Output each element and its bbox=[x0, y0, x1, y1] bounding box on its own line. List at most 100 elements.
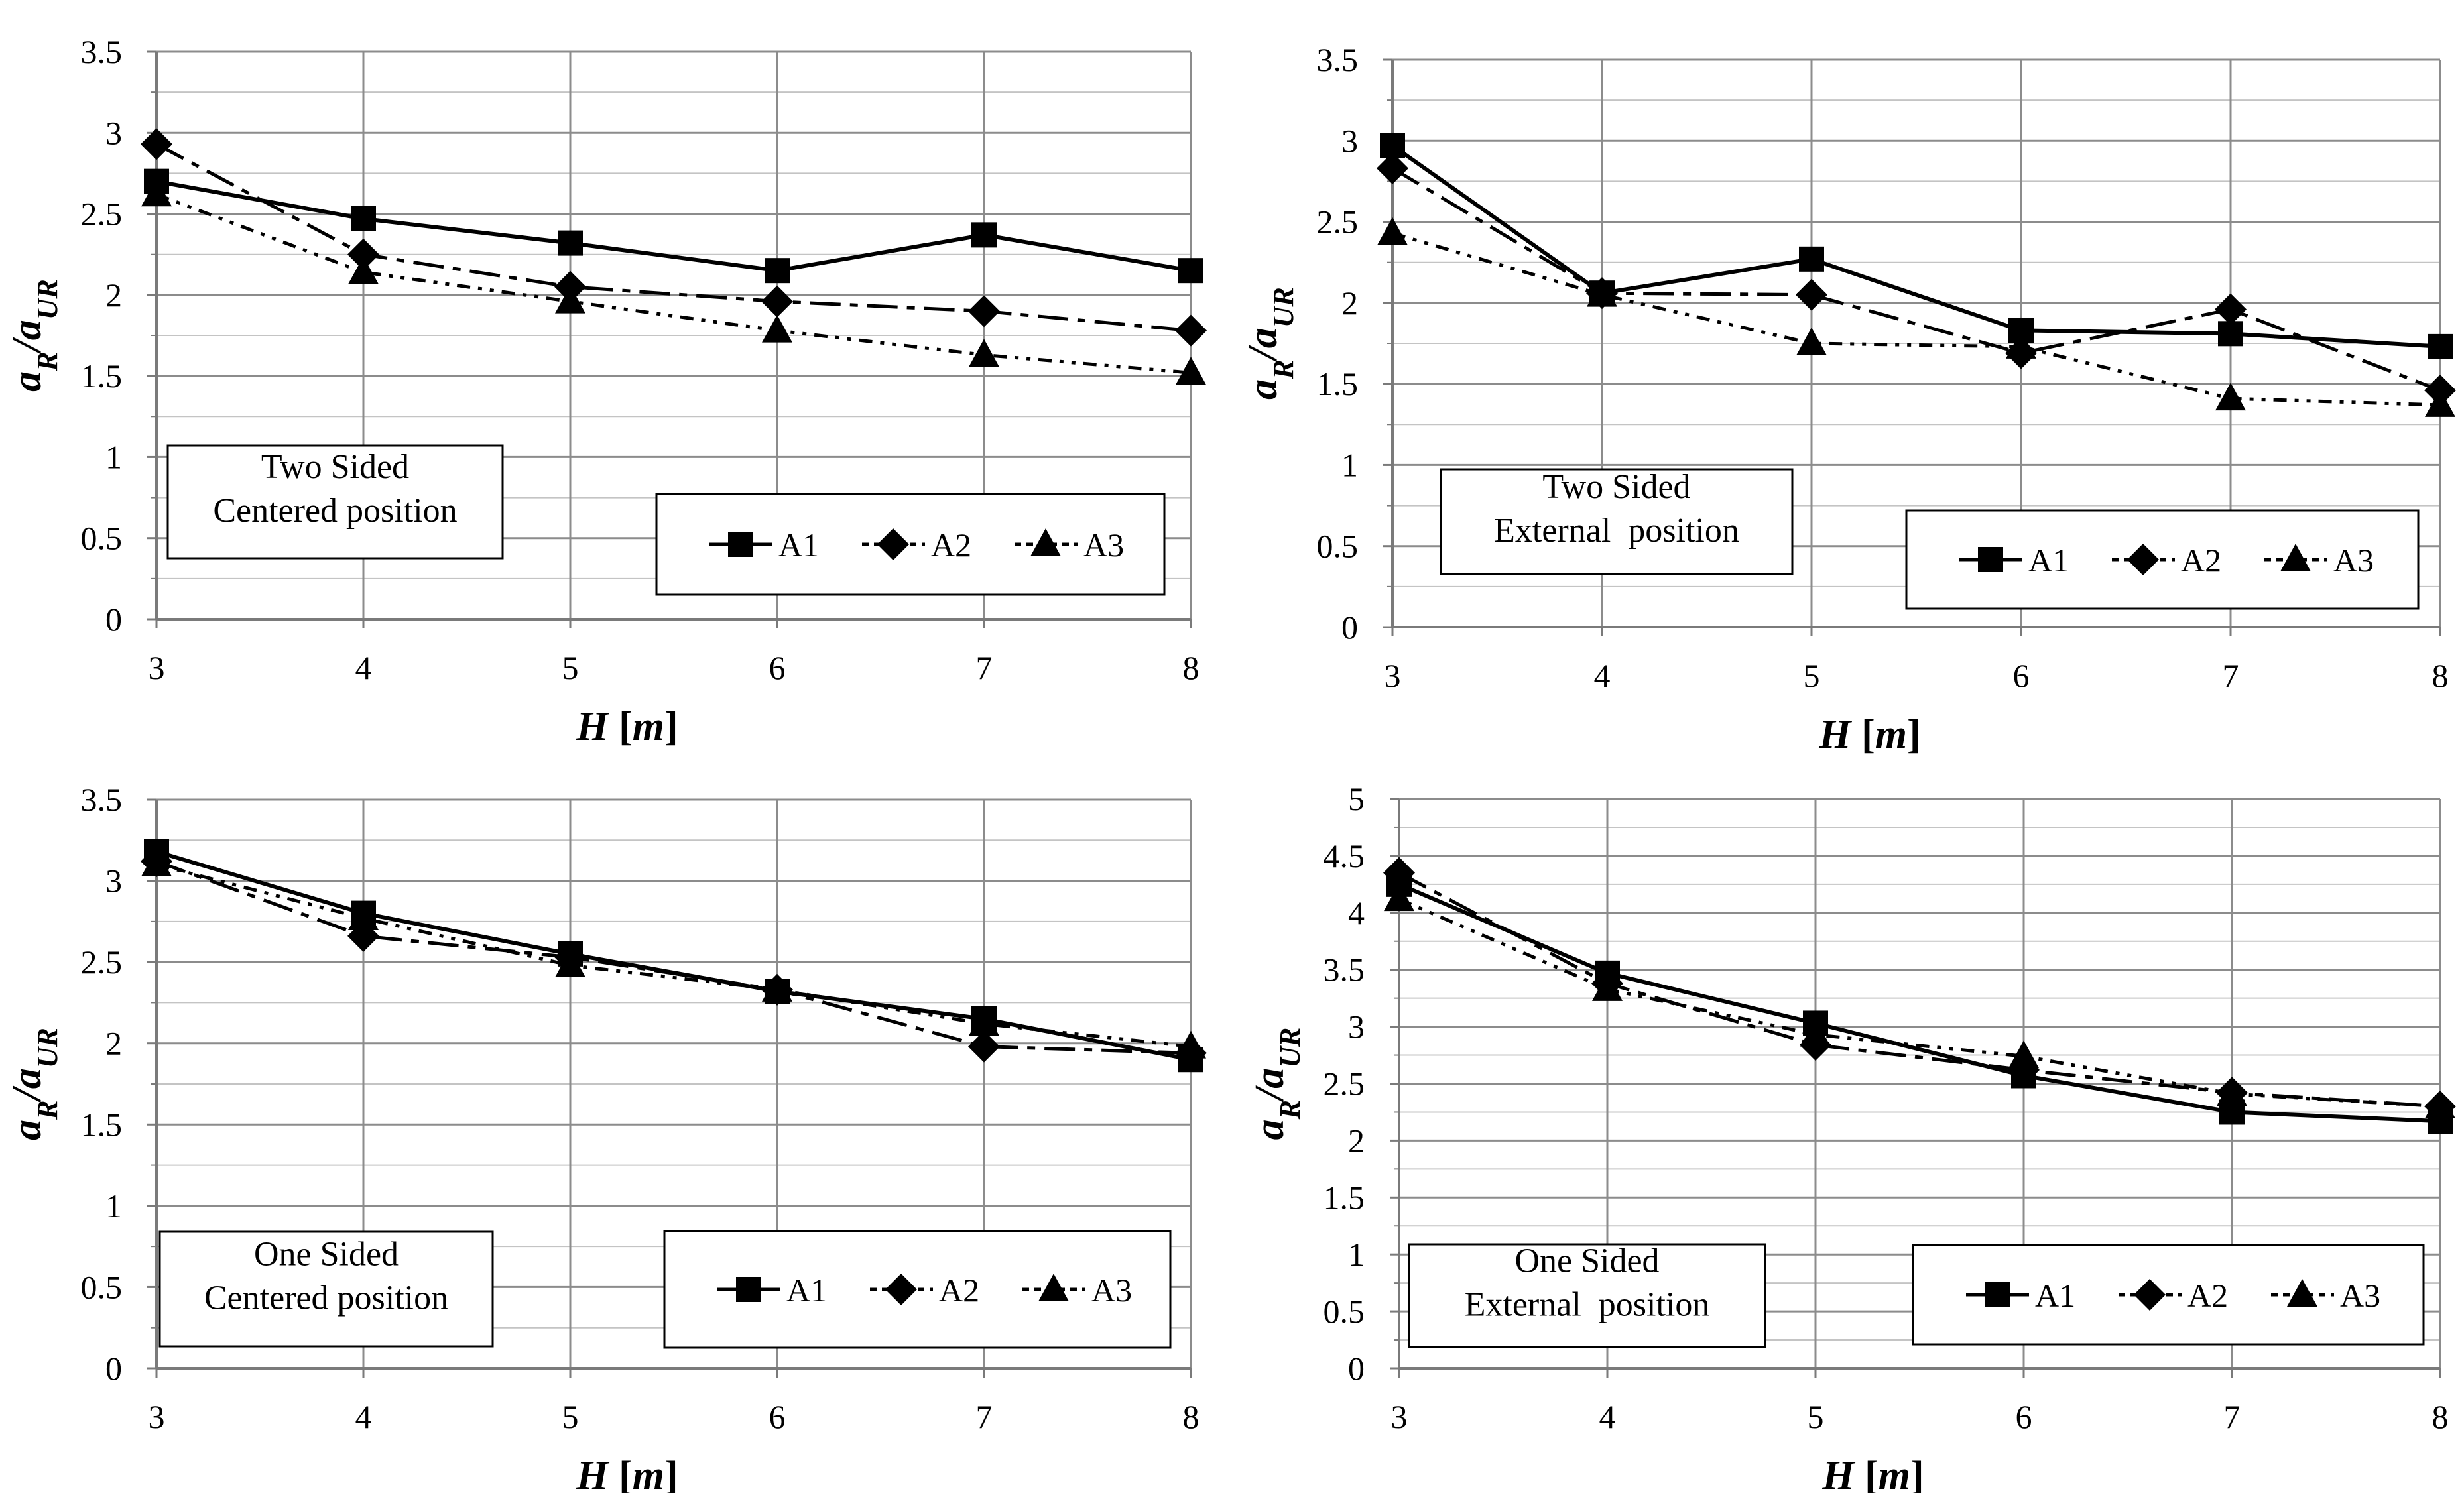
data-point-a3 bbox=[141, 178, 172, 207]
y-tick-label: 1 bbox=[1348, 1236, 1365, 1273]
legend: A1 A2 A3 bbox=[655, 493, 1166, 596]
series-line-a2 bbox=[1398, 871, 2441, 1108]
data-point-a3 bbox=[2425, 388, 2455, 417]
legend-marker-a3 bbox=[1038, 1274, 1069, 1301]
y-tick-label: 3.5 bbox=[1324, 951, 1365, 988]
data-point-a3 bbox=[348, 902, 379, 930]
y-tick-label: 3.5 bbox=[1317, 41, 1359, 78]
data-point-a1 bbox=[2428, 333, 2453, 359]
data-point-a3 bbox=[141, 849, 172, 877]
y-tick-label: 2 bbox=[1348, 1122, 1365, 1159]
y-tick-label: 0.5 bbox=[1317, 528, 1359, 565]
y-tick-label: 2 bbox=[1341, 284, 1358, 322]
data-point-a3 bbox=[1377, 217, 1408, 245]
y-tick-label: 3 bbox=[105, 114, 122, 151]
series-line-a3 bbox=[1398, 897, 2441, 1108]
annotation-text: Centered position bbox=[204, 1280, 448, 1317]
x-tick-label: 5 bbox=[1804, 657, 1820, 694]
data-point-a3 bbox=[1800, 1018, 1831, 1047]
y-tick-label: 1.5 bbox=[1317, 365, 1359, 402]
y-tick-label: 4.5 bbox=[1324, 837, 1365, 874]
y-tick-label: 3.5 bbox=[81, 781, 123, 818]
legend: A1 A2 A3 bbox=[1912, 1244, 2425, 1346]
legend-label-a1: A1 bbox=[786, 1272, 827, 1309]
x-tick-label: 6 bbox=[2016, 1398, 2032, 1435]
x-tick-label: 3 bbox=[1385, 657, 1401, 694]
y-tick-label: 2.5 bbox=[1324, 1065, 1365, 1103]
data-point-a2 bbox=[761, 285, 793, 318]
legend-marker-a1 bbox=[728, 532, 753, 557]
legend-marker-a3 bbox=[2280, 544, 2311, 571]
data-point-a2 bbox=[141, 128, 172, 160]
x-tick-label: 6 bbox=[2013, 657, 2030, 694]
x-tick-label: 5 bbox=[562, 649, 579, 686]
y-axis-title: aR/aUR bbox=[1247, 1028, 1306, 1140]
y-tick-label: 3.5 bbox=[81, 33, 123, 70]
y-axis-title: aR/aUR bbox=[5, 1028, 64, 1140]
series-line-a1 bbox=[1391, 144, 2441, 349]
data-point-a3 bbox=[348, 256, 379, 284]
data-point-a2 bbox=[1175, 314, 1207, 347]
data-point-a3 bbox=[1592, 973, 1623, 1001]
data-point-a3 bbox=[969, 1008, 999, 1036]
y-tick-label: 1 bbox=[105, 1187, 122, 1224]
y-tick-label: 3 bbox=[1348, 1008, 1365, 1045]
data-point-a2 bbox=[1377, 152, 1408, 184]
y-tick-label: 1 bbox=[1341, 446, 1358, 483]
x-axis-title: H [m] bbox=[1821, 1453, 1924, 1493]
x-tick-label: 7 bbox=[976, 1398, 993, 1435]
data-point-a3 bbox=[1796, 328, 1827, 355]
x-tick-label: 3 bbox=[1391, 1398, 1408, 1435]
data-point-a2 bbox=[968, 295, 1000, 328]
data-point-a2 bbox=[1796, 278, 1827, 311]
series-line-a1 bbox=[1398, 882, 2441, 1124]
y-tick-label: 1.5 bbox=[1324, 1179, 1365, 1216]
x-tick-label: 7 bbox=[976, 649, 993, 686]
legend-label-a1: A1 bbox=[778, 526, 819, 564]
data-point-a3 bbox=[2217, 1077, 2247, 1106]
y-tick-label: 5 bbox=[1348, 780, 1365, 817]
x-tick-label: 4 bbox=[1599, 1398, 1616, 1435]
legend-label-a3: A3 bbox=[2340, 1277, 2380, 1314]
y-axis-title: aR/aUR bbox=[5, 279, 64, 392]
data-point-a2 bbox=[2215, 293, 2247, 326]
x-tick-label: 4 bbox=[355, 1398, 372, 1435]
data-point-a3 bbox=[762, 973, 792, 1002]
y-tick-label: 2.5 bbox=[81, 943, 123, 981]
y-tick-label: 4 bbox=[1348, 894, 1365, 931]
annotation-text: Two Sided bbox=[261, 448, 409, 486]
data-point-a1 bbox=[971, 222, 997, 248]
legend-label-a1: A1 bbox=[2028, 542, 2069, 579]
x-tick-label: 3 bbox=[149, 649, 165, 686]
annotation-text: External position bbox=[1465, 1286, 1710, 1324]
y-tick-label: 2 bbox=[105, 1025, 122, 1062]
annotation-text: External position bbox=[1494, 512, 1739, 550]
data-point-a3 bbox=[555, 949, 585, 978]
chart-4: 0 0.5 1 1.5 2 2.5 3 3.5 4 4.5 5 3 4 5 6 7 8 H [m] aR/aUR On… bbox=[1247, 780, 2456, 1493]
data-point-a2 bbox=[347, 238, 379, 270]
x-axis-title: H [m] bbox=[576, 1453, 678, 1493]
legend-marker-a2 bbox=[877, 528, 909, 560]
y-tick-label: 0 bbox=[1341, 609, 1358, 646]
chart-2: 0 0.5 1 1.5 2 2.5 3 3.5 3 4 5 6 7 8 H [m] aR/aUR Two Sid… bbox=[1241, 41, 2456, 757]
x-axis-title: H [m] bbox=[1818, 712, 1920, 757]
data-point-a3 bbox=[1384, 883, 1414, 912]
legend-marker-a3 bbox=[1030, 528, 1061, 556]
x-tick-label: 4 bbox=[355, 649, 372, 686]
data-point-a2 bbox=[968, 1030, 1000, 1063]
series-line-a1 bbox=[156, 179, 1192, 273]
x-tick-label: 8 bbox=[1183, 1398, 1200, 1435]
y-tick-label: 2.5 bbox=[1317, 204, 1359, 241]
legend-marker-a2 bbox=[2134, 1279, 2166, 1311]
data-point-a3 bbox=[1587, 278, 1617, 307]
data-point-a3 bbox=[1176, 1030, 1206, 1059]
y-tick-label: 2.5 bbox=[81, 196, 123, 233]
x-tick-label: 5 bbox=[562, 1398, 579, 1435]
legend-label-a2: A2 bbox=[939, 1272, 979, 1309]
legend-label-a3: A3 bbox=[1091, 1272, 1132, 1309]
annotation-text: Two Sided bbox=[1542, 468, 1690, 506]
data-point-a3 bbox=[1176, 357, 1206, 385]
series-line-a3 bbox=[156, 863, 1192, 1049]
legend-label-a2: A2 bbox=[2187, 1277, 2228, 1314]
data-point-a1 bbox=[558, 230, 583, 256]
